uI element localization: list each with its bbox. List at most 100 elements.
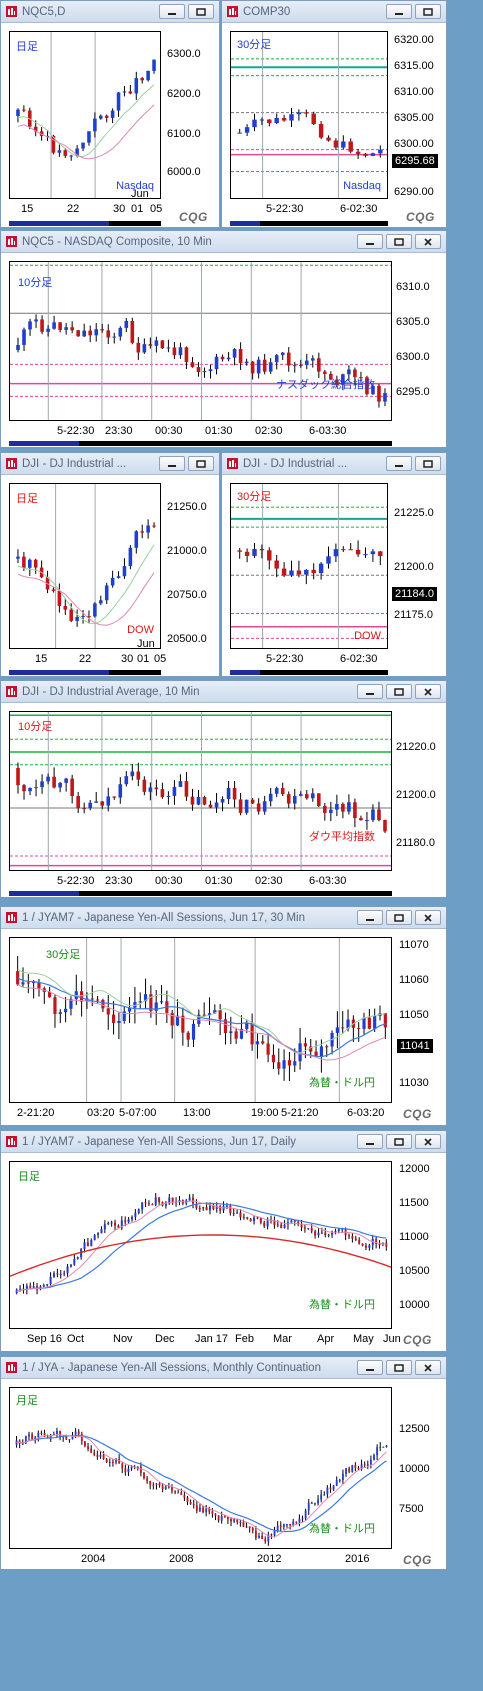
restore-button[interactable]	[415, 456, 441, 471]
candle-body	[244, 361, 249, 364]
candle-body	[245, 1526, 248, 1528]
candle-body	[353, 802, 357, 819]
title-bar[interactable]: 1 / JYAM7 - Japanese Yen-All Sessions, J…	[1, 907, 446, 929]
close-button[interactable]	[415, 684, 441, 699]
title-bar[interactable]: DJI - DJ Industrial ...	[1, 453, 219, 475]
minimize-button[interactable]	[159, 4, 185, 19]
candle-body	[160, 340, 165, 349]
candle-body	[148, 344, 153, 346]
candle-body	[154, 787, 159, 790]
candle-body	[171, 1486, 173, 1491]
minimize-button[interactable]	[357, 1134, 383, 1149]
window-title: DJI - DJ Industrial ...	[243, 457, 348, 470]
price-plot[interactable]: 30分足 DOW	[230, 483, 388, 649]
restore-button[interactable]	[386, 1134, 412, 1149]
title-bar[interactable]: COMP30	[222, 1, 446, 23]
candle-body	[335, 803, 339, 810]
minimize-button[interactable]	[159, 456, 185, 471]
moving-average-line	[16, 1200, 387, 1292]
close-button[interactable]	[415, 1134, 441, 1149]
title-bar[interactable]: 1 / JYA - Japanese Yen-All Sessions, Mon…	[1, 1357, 446, 1379]
horizontal-scrollbar[interactable]	[9, 891, 392, 896]
restore-button[interactable]	[386, 684, 412, 699]
close-button[interactable]	[415, 910, 441, 925]
title-bar[interactable]: DJI - DJ Industrial ...	[222, 453, 446, 475]
candle-body	[373, 1455, 375, 1460]
x-tick: Oct	[67, 1333, 85, 1345]
restore-button[interactable]	[415, 4, 441, 19]
x-sublabel: Jun	[131, 188, 149, 200]
x-tick: 03:20	[87, 1107, 115, 1119]
minimize-button[interactable]	[386, 4, 412, 19]
candle-body	[64, 778, 68, 783]
price-plot[interactable]: 30分足 為替・ドル円	[9, 937, 392, 1103]
cqg-logo: CQG	[179, 210, 208, 224]
candle-body	[136, 1466, 139, 1469]
candle-body	[212, 1205, 215, 1209]
horizontal-scrollbar[interactable]	[230, 221, 388, 226]
candle-body	[70, 327, 74, 331]
candle-body	[127, 1007, 132, 1012]
x-tick: Sep 16	[27, 1333, 62, 1345]
horizontal-scrollbar[interactable]	[230, 670, 388, 675]
candle-body	[238, 799, 243, 813]
minimize-button[interactable]	[357, 234, 383, 249]
title-bar[interactable]: NQC5 - NASDAQ Composite, 10 Min	[1, 231, 446, 253]
restore-button[interactable]	[386, 234, 412, 249]
candle-body	[21, 1443, 24, 1445]
horizontal-scrollbar[interactable]	[9, 221, 161, 226]
candle-body	[53, 997, 57, 1014]
restore-button[interactable]	[386, 910, 412, 925]
price-plot[interactable]: 10分足 ナスダック総合指数	[9, 261, 392, 421]
candlestick-chart	[16, 484, 156, 648]
title-bar[interactable]: NQC5,D	[1, 1, 219, 23]
title-bar[interactable]: 1 / JYAM7 - Japanese Yen-All Sessions, J…	[1, 1131, 446, 1153]
close-button[interactable]	[415, 1360, 441, 1375]
horizontal-scrollbar[interactable]	[9, 670, 161, 675]
y-tick: 6300.0	[396, 351, 430, 363]
candle-body	[237, 132, 242, 134]
candle-body	[175, 1015, 180, 1026]
candle-body	[111, 1014, 116, 1023]
window-title: DJI - DJ Industrial Average, 10 Min	[22, 685, 200, 698]
restore-button[interactable]	[188, 456, 214, 471]
close-button[interactable]	[415, 234, 441, 249]
minimize-button[interactable]	[357, 1360, 383, 1375]
price-plot[interactable]: 月足 為替・ドル円	[9, 1387, 392, 1549]
title-bar[interactable]: DJI - DJ Industrial Average, 10 Min	[1, 681, 446, 703]
candle-body	[196, 796, 201, 805]
candle-body	[298, 1518, 301, 1523]
y-tick: 6305.00	[394, 112, 434, 124]
price-plot[interactable]: 日足 DOW	[9, 483, 161, 649]
y-tick: 6300.00	[394, 138, 434, 150]
candle-body	[124, 320, 129, 328]
candle-body	[180, 1492, 183, 1496]
candle-body	[114, 1222, 117, 1226]
candle-body	[250, 1022, 254, 1045]
candle-body	[274, 118, 279, 124]
candle-body	[80, 1434, 83, 1442]
candle-body	[369, 1459, 372, 1465]
price-plot[interactable]: 10分足 ダウ平均指数	[9, 711, 392, 871]
x-tick: Nov	[113, 1333, 133, 1345]
price-plot[interactable]: 日足 為替・ドル円	[9, 1161, 392, 1329]
candle-body	[40, 781, 44, 788]
minimize-button[interactable]	[357, 684, 383, 699]
minimize-button[interactable]	[386, 456, 412, 471]
price-plot[interactable]: 日足 Nasdaq	[9, 31, 161, 199]
candle-body	[225, 1205, 228, 1207]
candle-body	[26, 982, 30, 984]
candle-body	[118, 784, 123, 798]
candle-body	[239, 1521, 242, 1523]
candle-body	[31, 1434, 34, 1440]
minimize-button[interactable]	[357, 910, 383, 925]
candle-body	[267, 1534, 270, 1542]
horizontal-scrollbar[interactable]	[9, 441, 392, 446]
restore-button[interactable]	[386, 1360, 412, 1375]
candle-body	[46, 776, 50, 782]
y-tick: 21200.0	[396, 789, 436, 801]
restore-button[interactable]	[188, 4, 214, 19]
price-plot[interactable]: 30分足 Nasdaq	[230, 31, 388, 199]
candle-body	[326, 137, 331, 141]
x-tick: 01:30	[205, 425, 233, 437]
